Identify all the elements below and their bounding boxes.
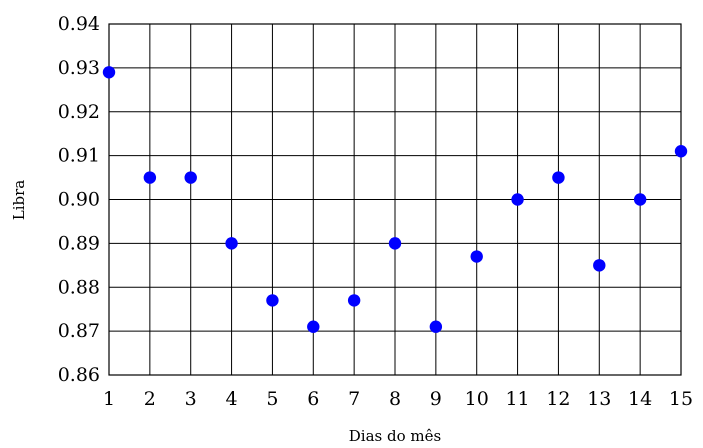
y-tick-label: 0.92 bbox=[58, 101, 100, 123]
x-tick-label: 5 bbox=[266, 388, 278, 410]
data-point bbox=[225, 237, 238, 250]
plot-border bbox=[108, 23, 682, 376]
x-tick-label: 12 bbox=[546, 388, 570, 410]
data-point bbox=[633, 193, 647, 206]
data-point bbox=[388, 237, 402, 250]
x-tick-label: 11 bbox=[505, 388, 529, 410]
x-tick-label: 4 bbox=[226, 388, 238, 410]
data-point bbox=[470, 250, 483, 263]
x-tick-label: 3 bbox=[185, 388, 197, 410]
data-point bbox=[552, 171, 565, 184]
x-tick-label: 15 bbox=[669, 388, 693, 410]
data-point bbox=[593, 259, 606, 272]
y-tick-label: 0.89 bbox=[58, 232, 100, 254]
x-tick-label: 1 bbox=[103, 388, 115, 410]
x-tick-label: 10 bbox=[465, 388, 489, 410]
data-point bbox=[143, 171, 157, 184]
x-tick-label: 2 bbox=[144, 388, 156, 410]
plot-frame bbox=[108, 23, 682, 376]
x-axis-ticks: 1 2 3 4 5 6 7 8 9 10 11 12 13 14 15 bbox=[103, 388, 693, 410]
x-axis-label: Dias do mês bbox=[349, 427, 441, 445]
y-tick-label: 0.87 bbox=[58, 320, 100, 342]
y-tick-label: 0.91 bbox=[58, 145, 100, 167]
data-point bbox=[511, 193, 524, 206]
grid-lines bbox=[108, 23, 682, 376]
x-tick-label: 8 bbox=[389, 388, 401, 410]
data-point bbox=[307, 320, 320, 333]
y-tick-label: 0.88 bbox=[58, 276, 100, 298]
x-tick-label: 6 bbox=[307, 388, 319, 410]
y-axis-ticks: 0.86 0.87 0.88 0.89 0.90 0.91 0.92 0.93 0.94 bbox=[58, 13, 100, 386]
x-tick-label: 7 bbox=[348, 388, 360, 410]
data-point bbox=[674, 145, 688, 158]
data-point bbox=[184, 171, 197, 184]
x-tick-label: 9 bbox=[430, 388, 442, 410]
y-tick-label: 0.94 bbox=[58, 13, 100, 35]
data-point bbox=[429, 320, 443, 333]
data-point bbox=[102, 66, 116, 79]
data-point bbox=[266, 294, 279, 307]
y-axis-label: Libra bbox=[10, 180, 28, 221]
y-tick-label: 0.86 bbox=[58, 364, 100, 386]
x-tick-label: 14 bbox=[628, 388, 652, 410]
x-tick-label: 13 bbox=[587, 388, 611, 410]
y-tick-label: 0.93 bbox=[58, 57, 100, 79]
data-points bbox=[102, 66, 688, 333]
y-tick-label: 0.90 bbox=[58, 189, 100, 211]
data-point bbox=[347, 294, 361, 307]
